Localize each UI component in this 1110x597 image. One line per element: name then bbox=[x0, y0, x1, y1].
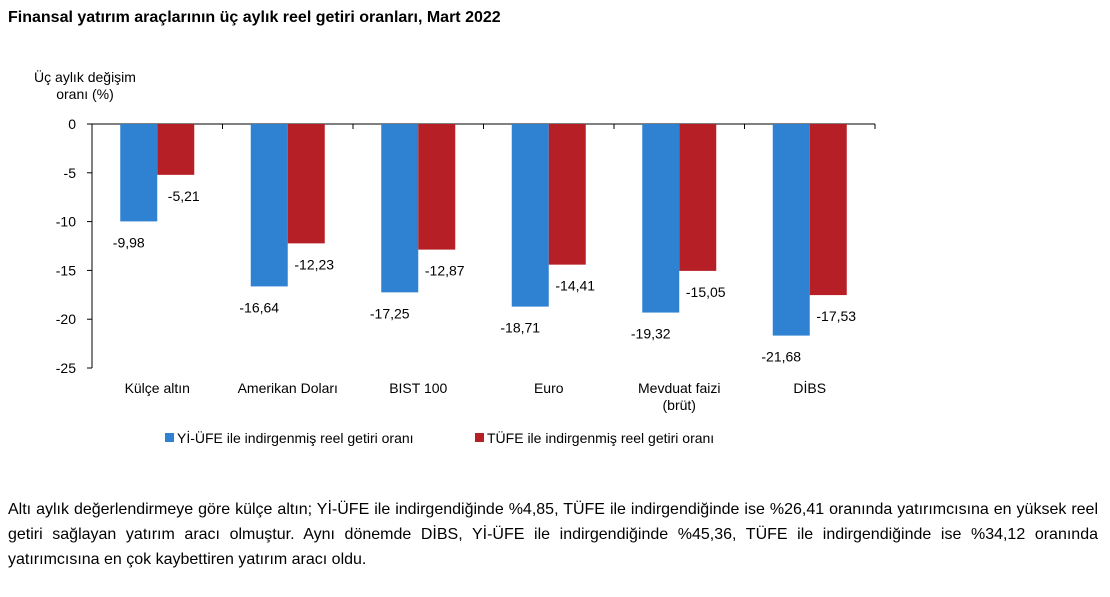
x-category-label: Mevduat faizi bbox=[638, 380, 720, 396]
bar-tufe bbox=[679, 124, 717, 271]
data-label: -18,71 bbox=[500, 320, 540, 336]
legend-swatch bbox=[165, 433, 174, 442]
bar-yi-ufe bbox=[642, 124, 680, 313]
data-label: -5,21 bbox=[168, 188, 200, 204]
x-category-label: Külçe altın bbox=[125, 380, 190, 396]
data-label: -21,68 bbox=[761, 349, 801, 365]
legend-label: TÜFE ile indirgenmiş reel getiri oranı bbox=[487, 429, 714, 446]
bar-yi-ufe bbox=[120, 124, 158, 222]
x-category-label: Amerikan Doları bbox=[238, 380, 338, 396]
bar-yi-ufe bbox=[511, 124, 549, 307]
y-axis-title: oranı (%) bbox=[56, 86, 114, 102]
data-label: -12,23 bbox=[294, 256, 334, 272]
bar-tufe bbox=[157, 124, 195, 175]
y-tick-label: -15 bbox=[56, 262, 76, 278]
data-label: -15,05 bbox=[686, 284, 726, 300]
x-category-label: BIST 100 bbox=[389, 380, 447, 396]
data-label: -9,98 bbox=[113, 234, 145, 250]
bar-yi-ufe bbox=[250, 124, 288, 287]
data-label: -14,41 bbox=[555, 278, 595, 294]
data-label: -19,32 bbox=[631, 326, 671, 342]
description-paragraph: Altı aylık değerlendirmeye göre külçe al… bbox=[8, 501, 1098, 568]
data-label: -16,64 bbox=[239, 299, 279, 315]
x-category-label: Euro bbox=[534, 380, 564, 396]
data-label: -12,87 bbox=[425, 263, 465, 279]
x-category-label: DİBS bbox=[793, 379, 826, 396]
y-axis-title: Üç aylık değişim bbox=[34, 68, 136, 85]
bar-yi-ufe bbox=[381, 124, 419, 293]
bar-tufe bbox=[548, 124, 586, 265]
data-label: -17,53 bbox=[816, 308, 856, 324]
legend-label: Yİ-ÜFE ile indirgenmiş reel getiri oranı bbox=[177, 429, 414, 446]
bar-tufe bbox=[809, 124, 847, 296]
y-tick-label: 0 bbox=[68, 116, 76, 132]
bar-yi-ufe bbox=[772, 124, 810, 336]
data-label: -17,25 bbox=[370, 305, 410, 321]
legend-swatch bbox=[475, 433, 484, 442]
y-tick-label: -20 bbox=[56, 311, 76, 327]
y-tick-label: -25 bbox=[56, 360, 76, 376]
x-category-label: (brüt) bbox=[663, 397, 696, 413]
bar-tufe bbox=[287, 124, 325, 244]
chart-title: Finansal yatırım araçlarının üç aylık re… bbox=[8, 9, 501, 26]
y-tick-label: -10 bbox=[56, 214, 76, 230]
bar-tufe bbox=[418, 124, 456, 250]
y-tick-label: -5 bbox=[64, 165, 77, 181]
